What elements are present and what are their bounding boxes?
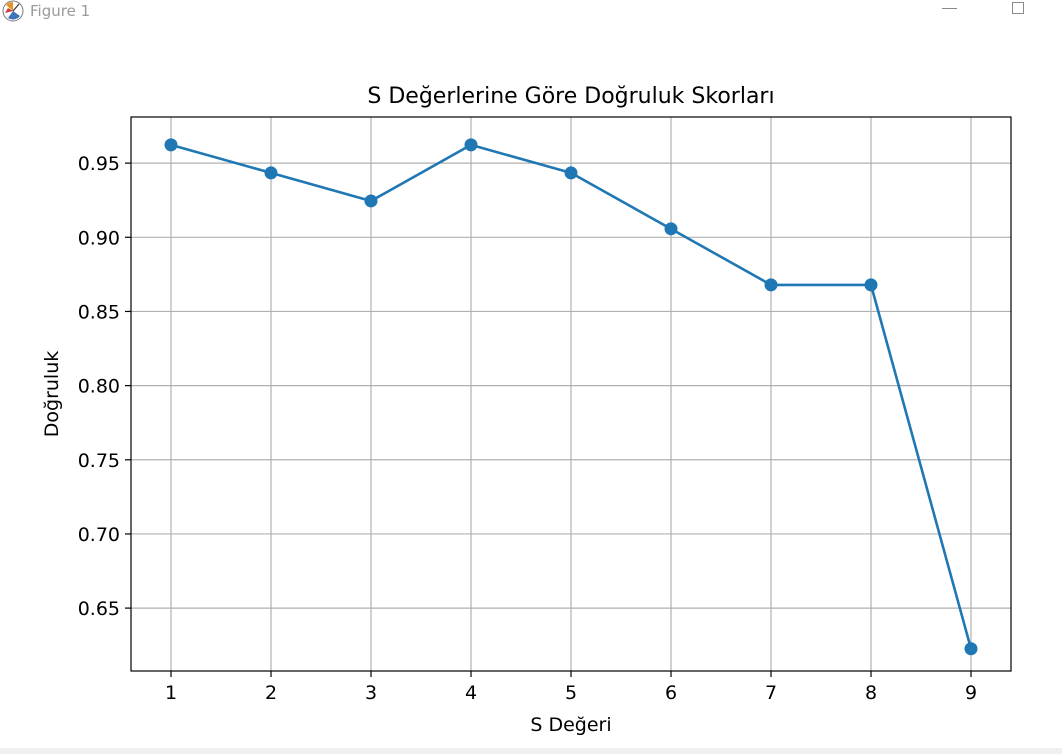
data-point-marker — [164, 138, 178, 152]
window-title: Figure 1 — [30, 2, 91, 20]
y-tick-label: 0.80 — [78, 376, 120, 398]
minimize-button[interactable] — [930, 0, 970, 22]
grid-lines — [131, 117, 1011, 671]
x-tick-label: 8 — [865, 682, 877, 704]
data-point-marker — [664, 222, 678, 236]
data-point-marker — [264, 166, 278, 180]
y-tick-label: 0.70 — [78, 524, 120, 546]
title-bar[interactable]: Figure 1 — [0, 0, 1062, 24]
data-point-marker — [464, 138, 478, 152]
y-axis-ticks: 0.65 0.70 0.75 0.80 0.85 0.90 0.95 — [78, 153, 131, 620]
x-axis-ticks: 1 2 3 4 5 6 7 8 9 — [165, 671, 977, 704]
data-point-marker — [364, 194, 378, 208]
x-tick-label: 3 — [365, 682, 377, 704]
maximize-icon — [1012, 2, 1024, 14]
y-tick-label: 0.90 — [78, 227, 120, 249]
data-point-marker — [964, 642, 978, 656]
x-axis-label: S Değeri — [530, 714, 611, 736]
data-point-marker — [764, 278, 778, 292]
x-tick-label: 1 — [165, 682, 177, 704]
x-tick-label: 6 — [665, 682, 677, 704]
series-layer — [164, 138, 978, 656]
y-tick-label: 0.95 — [78, 153, 120, 175]
matplotlib-figure-icon — [2, 0, 24, 22]
x-tick-label: 4 — [465, 682, 477, 704]
y-tick-label: 0.75 — [78, 450, 120, 472]
minimize-icon — [942, 8, 957, 9]
window-bottom-edge — [0, 748, 1062, 754]
chart-title: S Değerlerine Göre Doğruluk Skorları — [367, 84, 774, 109]
y-axis-label: Doğruluk — [41, 351, 63, 438]
data-point-marker — [564, 166, 578, 180]
x-tick-label: 2 — [265, 682, 277, 704]
x-tick-label: 7 — [765, 682, 777, 704]
maximize-button[interactable] — [999, 0, 1039, 22]
data-point-marker — [864, 278, 878, 292]
line-chart: 1 2 3 4 5 6 7 8 9 0.65 0.70 0.75 0.80 0.85 0.90 0.95 S… — [41, 84, 1012, 736]
y-tick-label: 0.65 — [78, 598, 120, 620]
x-tick-label: 5 — [565, 682, 577, 704]
y-tick-label: 0.85 — [78, 301, 120, 323]
x-tick-label: 9 — [965, 682, 977, 704]
